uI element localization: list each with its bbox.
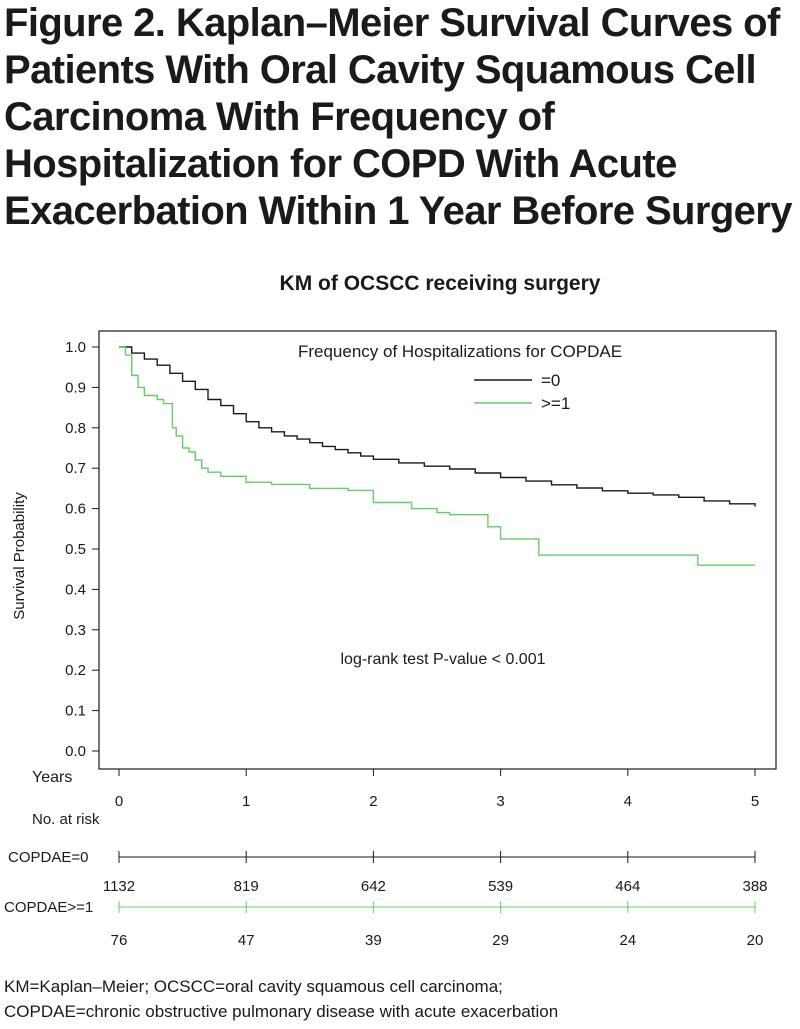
risk-count: 29 bbox=[492, 932, 509, 949]
footnote-line: COPDAE=chronic obstructive pulmonary dis… bbox=[4, 1002, 559, 1021]
risk-row-label: COPDAE=0 bbox=[8, 849, 88, 866]
figure-title-line: Figure 2. Kaplan–Meier Survival Curves o… bbox=[4, 1, 780, 45]
x-axis-label: Years bbox=[32, 769, 72, 786]
y-tick-label: 0.8 bbox=[65, 420, 86, 437]
risk-count: 642 bbox=[361, 878, 386, 895]
series-line-copdae-ge1 bbox=[119, 346, 755, 566]
y-axis: 0.0 0.1 0.2 0.3 0.4 0.5 0.6 0.7 0.8 0.9 1.0 bbox=[65, 339, 100, 760]
footnote-line: KM=Kaplan–Meier; OCSCC=oral cavity squam… bbox=[4, 977, 503, 996]
x-tick-label: 0 bbox=[115, 793, 123, 810]
x-tick-label: 1 bbox=[242, 793, 250, 810]
figure-title-line: Exacerbation Within 1 Year Before Surger… bbox=[4, 189, 793, 233]
risk-table-title: No. at risk bbox=[32, 811, 100, 828]
risk-count: 39 bbox=[365, 932, 382, 949]
survival-curves bbox=[119, 346, 756, 566]
y-tick-label: 1.0 bbox=[65, 339, 86, 356]
risk-table: COPDAE=0 1132 819 642 539 464 388 COPDAE>=1 76 47… bbox=[4, 849, 768, 949]
series-line-copdae-0 bbox=[119, 346, 756, 507]
y-tick-label: 0.9 bbox=[65, 379, 86, 396]
risk-count: 819 bbox=[234, 878, 259, 895]
plot-frame bbox=[98, 330, 777, 770]
legend-label: >=1 bbox=[541, 394, 570, 413]
x-tick-label: 3 bbox=[496, 793, 504, 810]
y-tick-label: 0.4 bbox=[65, 581, 86, 598]
risk-count: 47 bbox=[238, 932, 255, 949]
x-tick-label: 4 bbox=[624, 793, 632, 810]
risk-count: 1132 bbox=[103, 878, 135, 895]
risk-row-label: COPDAE>=1 bbox=[4, 899, 93, 916]
x-tick-label: 2 bbox=[369, 793, 377, 810]
y-tick-label: 0.6 bbox=[65, 501, 86, 518]
y-tick-label: 0.2 bbox=[65, 662, 86, 679]
legend-label: =0 bbox=[541, 371, 560, 390]
y-tick-label: 0.5 bbox=[65, 541, 86, 558]
figure-title-line: Hospitalization for COPD With Acute bbox=[4, 142, 677, 186]
figure-title: Figure 2. Kaplan–Meier Survival Curves o… bbox=[4, 0, 794, 235]
y-tick-label: 0.0 bbox=[65, 743, 86, 760]
x-axis: 0 1 2 3 4 5 bbox=[115, 768, 759, 810]
risk-count: 388 bbox=[742, 878, 767, 895]
risk-count: 464 bbox=[615, 878, 640, 895]
risk-count: 20 bbox=[747, 932, 764, 949]
chart-title: KM of OCSCC receiving surgery bbox=[280, 272, 601, 295]
y-axis-label: Survival Probability bbox=[11, 492, 28, 620]
risk-count: 24 bbox=[619, 932, 636, 949]
footnote: KM=Kaplan–Meier; OCSCC=oral cavity squam… bbox=[4, 974, 794, 1024]
y-tick-label: 0.7 bbox=[65, 460, 86, 477]
y-tick-label: 0.1 bbox=[65, 703, 86, 720]
risk-count: 539 bbox=[488, 878, 513, 895]
legend: =0>=1 bbox=[474, 371, 570, 413]
figure-title-line: Carcinoma With Frequency of bbox=[4, 95, 555, 139]
x-tick-label: 5 bbox=[751, 793, 759, 810]
risk-count: 76 bbox=[111, 932, 128, 949]
y-tick-label: 0.3 bbox=[65, 622, 86, 639]
legend-title: Frequency of Hospitalizations for COPDAE bbox=[298, 342, 622, 361]
figure-title-line: Patients With Oral Cavity Squamous Cell bbox=[4, 48, 757, 92]
p-value-annotation: log-rank test P-value < 0.001 bbox=[340, 651, 545, 668]
